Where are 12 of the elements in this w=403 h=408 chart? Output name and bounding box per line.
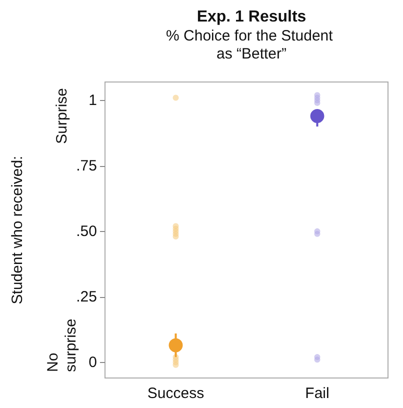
text: Surprise bbox=[54, 88, 70, 144]
y-tick-label: .50 bbox=[76, 222, 97, 240]
chart-title: Exp. 1 Results bbox=[196, 8, 306, 26]
text: No surprise bbox=[44, 318, 80, 372]
y-tick-label: .25 bbox=[76, 288, 97, 306]
y-tick-label: 0 bbox=[88, 354, 97, 371]
x-tick-label: Fail bbox=[305, 385, 330, 402]
x-tick-label: Success bbox=[147, 385, 204, 402]
y-axis-title: Student who received: bbox=[9, 156, 26, 304]
y-tick-label: .75 bbox=[76, 157, 97, 174]
y-tick-label: 1 bbox=[88, 92, 97, 109]
chart-subtitle: % Choice for the Student as “Better” bbox=[166, 28, 337, 62]
